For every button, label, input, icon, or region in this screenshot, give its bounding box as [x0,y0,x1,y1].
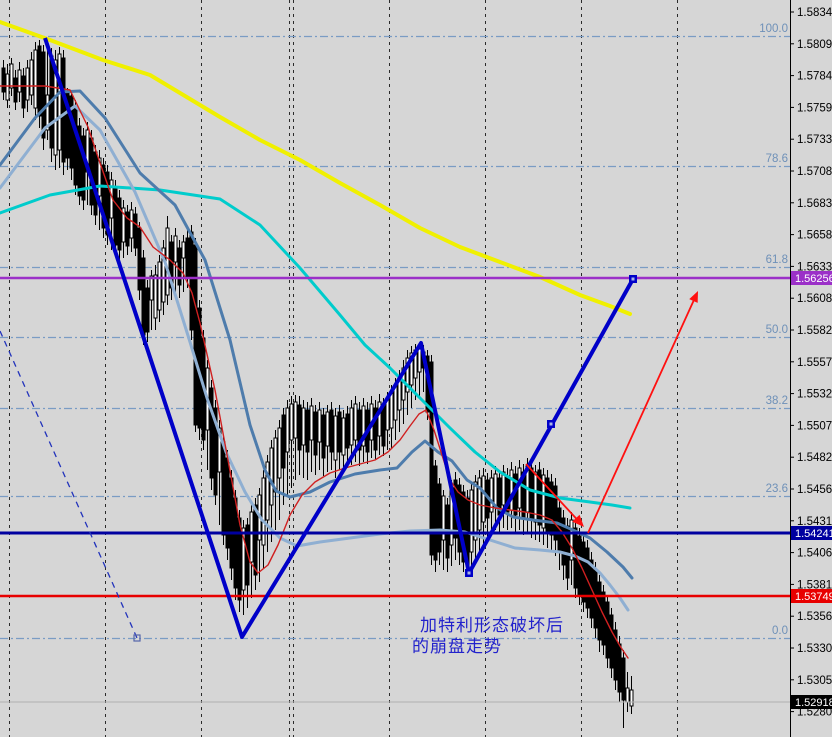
axis-label: 1.53305 [797,643,832,655]
annotation-line-2: 的崩盘走势 [412,637,502,656]
axis-label: 1.55070 [797,420,832,432]
axis-label: 1.57335 [797,134,832,146]
fib-label-50.0: 50.0 [766,324,788,336]
axis-label: 1.52800 [797,707,832,719]
annotation-line-1: 加特利形态破坏后 [420,616,564,635]
support-navy-price-badge: 1.54241 [795,528,832,540]
fib-label-0.0: 0.0 [772,625,788,637]
axis-label: 1.56330 [797,261,832,273]
axis-label: 1.54060 [797,548,832,560]
fib-label-78.6: 78.6 [766,153,788,165]
fib-label-38.2: 38.2 [766,395,788,407]
fibonacci-retracement[interactable]: 100.0 78.6 61.8 50.0 38.2 23.6 0.0 [0,23,790,640]
axis-label: 1.57840 [797,71,832,83]
gartley-zigzag-trendline [43,37,471,639]
red-arrow-down[interactable] [572,514,584,527]
axis-label: 1.53055 [797,675,832,687]
horizontal-level-lines[interactable] [0,276,790,703]
resistance-purple-price-badge: 1.56256 [795,273,832,285]
axis-label: 1.56580 [797,230,832,242]
fib-label-61.8: 61.8 [766,254,788,266]
dashed-trendline [0,330,138,639]
trendlines[interactable] [0,37,637,642]
axis-label: 1.56835 [797,198,832,210]
axis-label: 1.54565 [797,484,832,496]
axis-label: 1.57085 [797,166,832,178]
chart-annotation-text[interactable]: 加特利形态破坏后 的崩盘走势 [412,615,564,657]
axis-label: 1.53560 [797,611,832,623]
moving-averages [0,20,634,659]
ma-pale-blue [0,104,630,612]
support-red-price-badge: 1.53749 [795,591,832,603]
fib-label-23.6: 23.6 [766,483,788,495]
current-price-price-badge: 1.52918 [795,697,832,709]
axis-label: 1.54315 [797,516,832,528]
axis-label: 1.58095 [797,39,832,51]
axis-label: 1.58345 [797,7,832,19]
fib-label-100.0: 100.0 [759,23,788,35]
axis-label: 1.54820 [797,452,832,464]
axis-label: 1.55825 [797,325,832,337]
axis-label: 1.53810 [797,579,832,591]
time-grid [9,0,678,737]
ma-red [0,85,629,659]
price-axis[interactable]: 1.56256 1.54241 1.53749 1.52918 1.58345 1.580… [790,0,832,737]
axis-label: 1.55575 [797,357,832,369]
axis-label: 1.56080 [797,293,832,305]
axis-label: 1.57590 [797,102,832,114]
red-arrow-up[interactable] [689,291,698,303]
axis-label: 1.55320 [797,389,832,401]
trend-arrows[interactable] [525,291,698,534]
ma-yellow [0,20,632,316]
ma-steel-blue [0,89,634,580]
